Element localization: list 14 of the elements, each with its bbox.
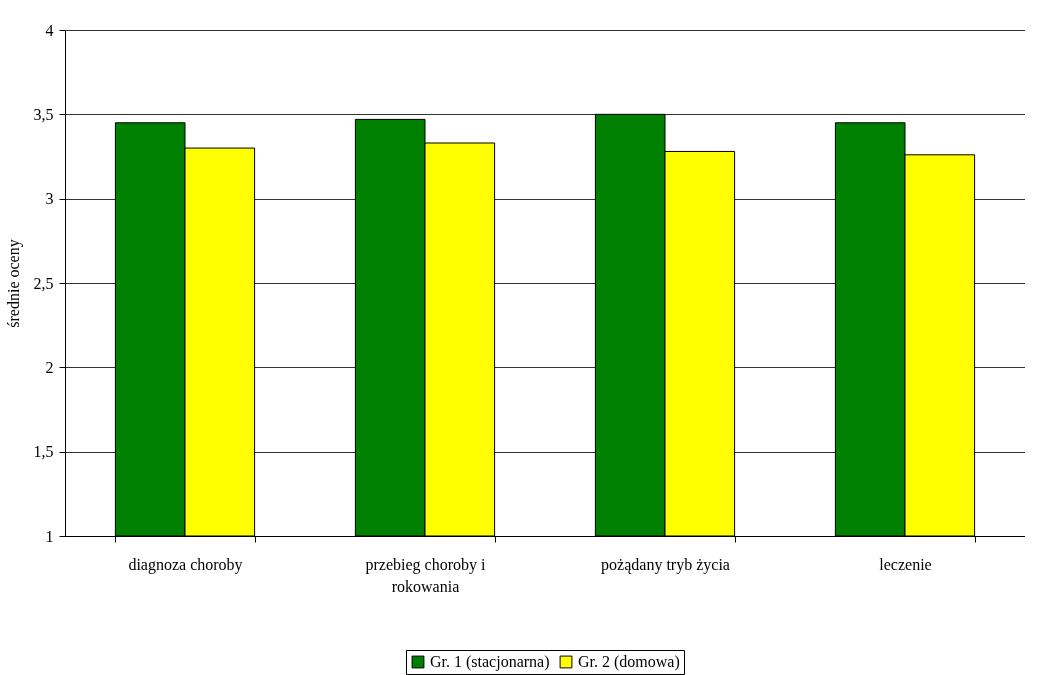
- y-axis-title: średnie oceny: [4, 239, 23, 328]
- y-tick-label: 2,5: [33, 274, 54, 292]
- x-tick-label: pożądany tryb życia: [601, 555, 730, 574]
- y-tick-label: 1,5: [33, 443, 54, 461]
- y-tick-label: 4: [45, 21, 54, 39]
- legend-label: Gr. 2 (domowa): [578, 653, 680, 671]
- x-tick-label: diagnoza choroby: [128, 555, 243, 574]
- x-tick-label: przebieg choroby i rokowania: [365, 555, 487, 595]
- y-tick-label: 3,5: [33, 105, 54, 123]
- x-tick-label: leczenie: [879, 555, 932, 573]
- y-tick-label: 2: [45, 358, 54, 376]
- legend-label: Gr. 1 (stacjonarna): [430, 653, 550, 671]
- y-tick-label: 1: [45, 527, 54, 545]
- y-tick-label: 3: [45, 190, 54, 208]
